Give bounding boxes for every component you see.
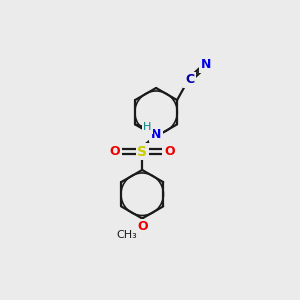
Text: N: N bbox=[151, 128, 161, 141]
Text: CH₃: CH₃ bbox=[117, 230, 138, 240]
Text: O: O bbox=[164, 145, 175, 158]
Text: S: S bbox=[137, 145, 147, 158]
Text: N: N bbox=[200, 58, 211, 71]
Text: C: C bbox=[185, 74, 194, 86]
Text: O: O bbox=[137, 220, 148, 233]
Text: H: H bbox=[143, 122, 152, 132]
Text: O: O bbox=[110, 145, 121, 158]
